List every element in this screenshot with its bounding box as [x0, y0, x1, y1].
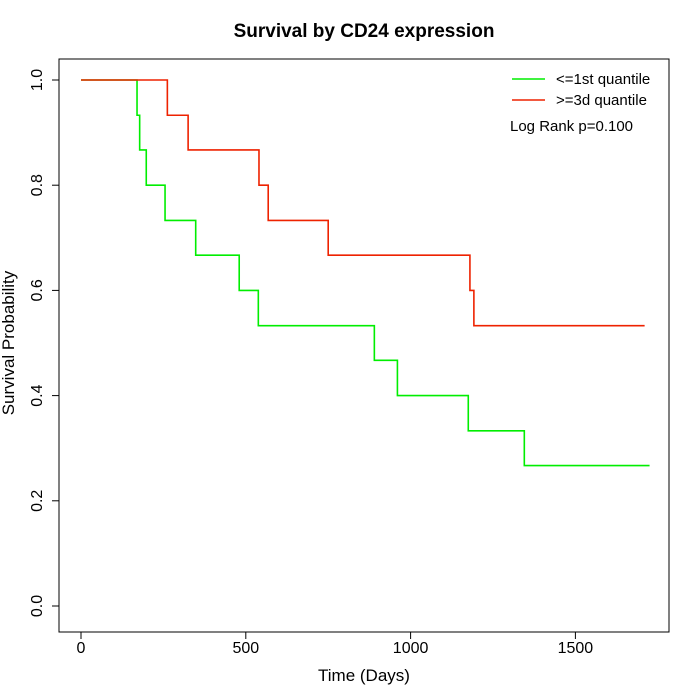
y-tick-label: 0.2: [29, 490, 46, 512]
y-tick-label: 1.0: [29, 69, 46, 91]
series-layer: [81, 79, 650, 467]
x-axis: 0 500 1000 1500: [77, 631, 594, 657]
y-tick-label: 0.6: [29, 279, 46, 301]
y-axis-label: Survival Probability: [0, 270, 18, 415]
log-rank-annotation: Log Rank p=0.100: [510, 118, 633, 135]
series-line-2: [81, 79, 645, 327]
y-tick-label: 0.8: [29, 174, 46, 196]
y-axis: 0.0 0.2 0.4 0.6 0.8 1.0: [29, 69, 60, 617]
plot-frame: [58, 58, 670, 633]
y-tick-label: 0.0: [29, 595, 46, 617]
x-axis-label: Time (Days): [318, 666, 410, 685]
legend-label-1: <=1st quantile: [556, 71, 650, 88]
x-tick-label: 500: [232, 640, 259, 657]
x-tick-label: 1500: [558, 640, 594, 657]
series-line-1: [81, 79, 650, 467]
chart-title: Survival by CD24 expression: [234, 21, 495, 42]
legend-label-2: >=3d quantile: [556, 92, 647, 109]
legend: <=1st quantile >=3d quantile: [512, 71, 650, 109]
y-tick-label: 0.4: [29, 384, 46, 406]
x-tick-label: 1000: [393, 640, 429, 657]
x-tick-label: 0: [77, 640, 86, 657]
